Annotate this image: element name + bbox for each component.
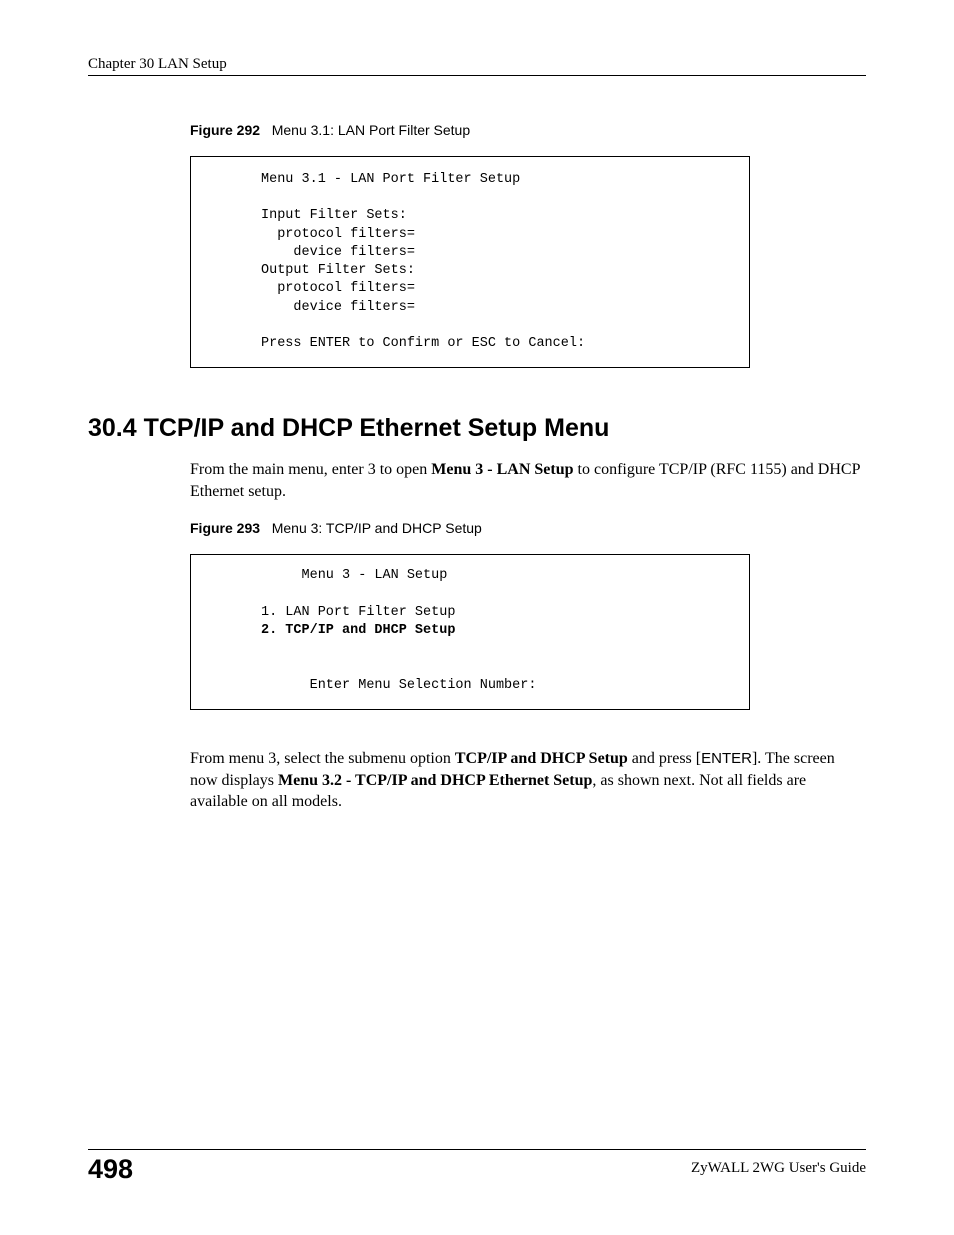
term2-item1: 1. LAN Port Filter Setup: [261, 605, 455, 620]
figure-292-label: Figure 292: [190, 122, 260, 138]
page-number: 498: [88, 1154, 133, 1185]
figure-292-caption: Figure 292 Menu 3.1: LAN Port Filter Set…: [190, 122, 866, 138]
para1-pre: From the main menu, enter 3 to open: [190, 461, 431, 478]
term1-line3: device filters=: [261, 245, 415, 260]
figure-292-terminal: Menu 3.1 - LAN Port Filter Setup Input F…: [190, 156, 750, 368]
p2-t1: From menu 3, select the submenu option: [190, 750, 455, 767]
term1-line5: protocol filters=: [261, 281, 415, 296]
term2-item2: 2. TCP/IP and DHCP Setup: [261, 623, 455, 638]
section-30-4-heading: 30.4 TCP/IP and DHCP Ethernet Setup Menu: [88, 414, 866, 443]
page-content: Figure 292 Menu 3.1: LAN Port Filter Set…: [88, 122, 866, 813]
page-footer: 498 ZyWALL 2WG User's Guide: [88, 1149, 866, 1185]
figure-293-caption: Figure 293 Menu 3: TCP/IP and DHCP Setup: [190, 520, 866, 536]
section-30-4-para1: From the main menu, enter 3 to open Menu…: [190, 459, 866, 502]
chapter-title: Chapter 30 LAN Setup: [88, 56, 227, 73]
section-30-4-para2: From menu 3, select the submenu option T…: [190, 748, 866, 813]
guide-name: ZyWALL 2WG User's Guide: [691, 1160, 866, 1177]
footer-line: 498 ZyWALL 2WG User's Guide: [88, 1149, 866, 1185]
term2-title: Menu 3 - LAN Setup: [261, 568, 447, 583]
term1-line2: protocol filters=: [261, 227, 415, 242]
p2-t2: and press [: [628, 750, 701, 767]
term1-line6: device filters=: [261, 300, 415, 315]
term2-prompt: Enter Menu Selection Number:: [261, 678, 536, 693]
term1-line1: Input Filter Sets:: [261, 208, 407, 223]
term1-prompt: Press ENTER to Confirm or ESC to Cancel:: [261, 336, 585, 351]
p2-s1: ENTER: [701, 750, 752, 767]
term1-line4: Output Filter Sets:: [261, 263, 415, 278]
term1-title: Menu 3.1 - LAN Port Filter Setup: [261, 172, 520, 187]
figure-293-label: Figure 293: [190, 520, 260, 536]
p2-b1: TCP/IP and DHCP Setup: [455, 750, 628, 767]
p2-b2: Menu 3.2 - TCP/IP and DHCP Ethernet Setu…: [278, 772, 592, 789]
para1-bold: Menu 3 - LAN Setup: [431, 461, 573, 478]
figure-292-text: Menu 3.1: LAN Port Filter Setup: [272, 122, 470, 138]
page-header: Chapter 30 LAN Setup: [88, 56, 866, 76]
figure-293-text: Menu 3: TCP/IP and DHCP Setup: [272, 520, 482, 536]
figure-293-terminal: Menu 3 - LAN Setup 1. LAN Port Filter Se…: [190, 554, 750, 710]
